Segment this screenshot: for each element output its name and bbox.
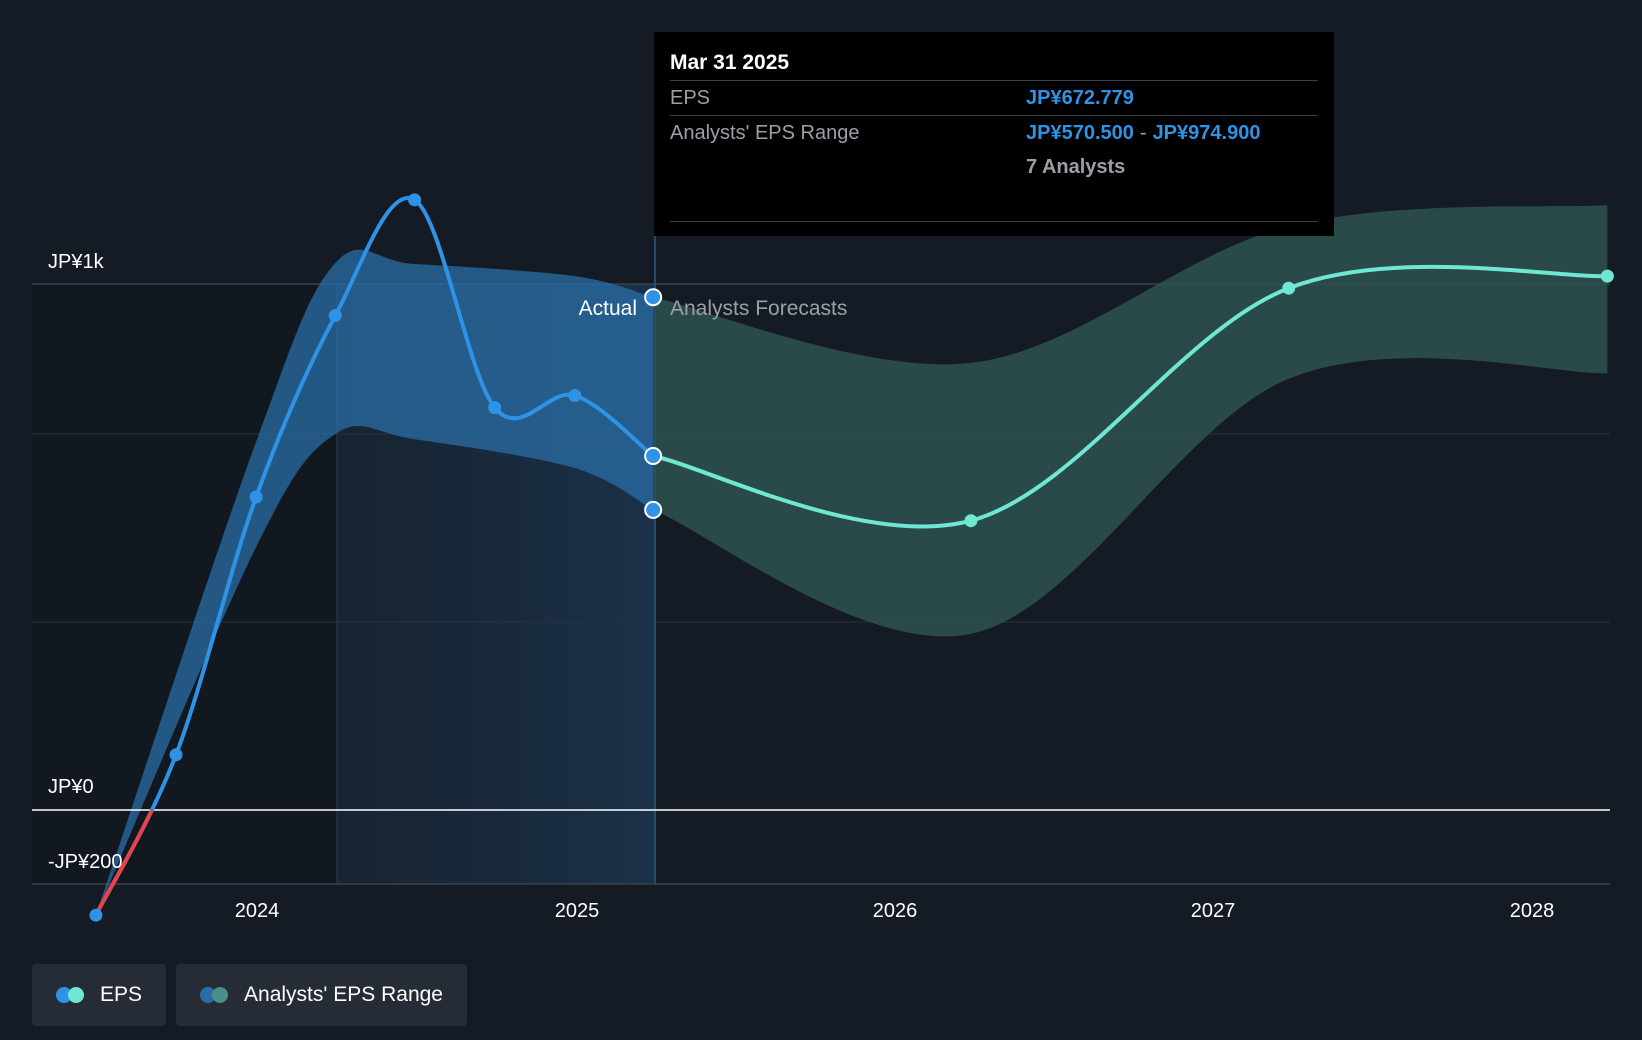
y-tick-neg200: -JP¥200 <box>48 851 123 873</box>
tooltip-eps-value: JP¥672.779 <box>1026 87 1134 109</box>
range-band-forecast <box>653 205 1608 637</box>
highlight-range-low <box>644 500 663 519</box>
x-tick-2027: 2027 <box>1191 900 1236 922</box>
region-label-forecast: Analysts Forecasts <box>670 297 847 320</box>
eps-actual-point-3 <box>328 309 342 323</box>
legend-range-swatch <box>200 987 229 1003</box>
legend-range-label: Analysts' EPS Range <box>244 983 443 1006</box>
eps-actual-point-4 <box>408 193 422 207</box>
x-tick-2026: 2026 <box>873 900 918 922</box>
legend-eps-dot-forecast <box>68 987 84 1003</box>
legend: EPS Analysts' EPS Range <box>32 964 467 1026</box>
eps-actual-point-1 <box>169 748 183 762</box>
legend-eps-swatch <box>56 987 84 1003</box>
tooltip-analysts-count: 7 Analysts <box>1026 156 1126 178</box>
tooltip-range-label: Analysts' EPS Range <box>670 122 860 144</box>
y-tick-0: JP¥0 <box>48 776 94 798</box>
eps-forecast-point-2 <box>1282 281 1296 295</box>
eps-actual-point-5 <box>488 401 502 415</box>
x-tick-2024: 2024 <box>235 900 280 922</box>
legend-item-range[interactable]: Analysts' EPS Range <box>176 964 467 1026</box>
x-tick-2028: 2028 <box>1510 900 1555 922</box>
tooltip-range-sep: - <box>1139 122 1147 144</box>
tooltip-date: Mar 31 2025 <box>670 44 1318 81</box>
tooltip-eps-row: EPS JP¥672.779 <box>670 81 1318 116</box>
eps-points-layer <box>89 193 1614 922</box>
tooltip-range-row: Analysts' EPS Range JP¥570.500- JP¥974.90… <box>670 116 1318 150</box>
tooltip-range-low: JP¥570.500 <box>1026 122 1134 144</box>
legend-range-dot-forecast <box>212 987 229 1003</box>
x-tick-2025: 2025 <box>555 900 600 922</box>
eps-forecast-line <box>651 264 1610 529</box>
eps-actual-point-0 <box>89 908 103 922</box>
range-band-layer <box>95 205 1608 916</box>
y-tick-1000: JP¥1k <box>48 251 105 273</box>
eps-forecast-point-3 <box>1600 269 1614 283</box>
legend-item-eps[interactable]: EPS <box>32 964 167 1026</box>
tooltip-divider <box>670 221 1318 222</box>
eps-lines-layer <box>93 195 1610 918</box>
region-label-actual: Actual <box>579 297 637 320</box>
eps-actual-line <box>93 195 656 918</box>
highlight-eps <box>644 447 663 466</box>
legend-eps-label: EPS <box>100 983 143 1006</box>
tooltip: Mar 31 2025 EPS JP¥672.779 Analysts' EPS… <box>654 32 1334 236</box>
tooltip-eps-label: EPS <box>670 87 711 109</box>
eps-forecast-point-1 <box>964 514 978 528</box>
range-band-actual <box>95 249 654 916</box>
eps-actual-point-6 <box>568 389 582 403</box>
eps-actual-point-2 <box>249 490 263 504</box>
tooltip-range-high: JP¥974.900 <box>1152 122 1261 144</box>
highlight-range-high <box>644 288 663 307</box>
